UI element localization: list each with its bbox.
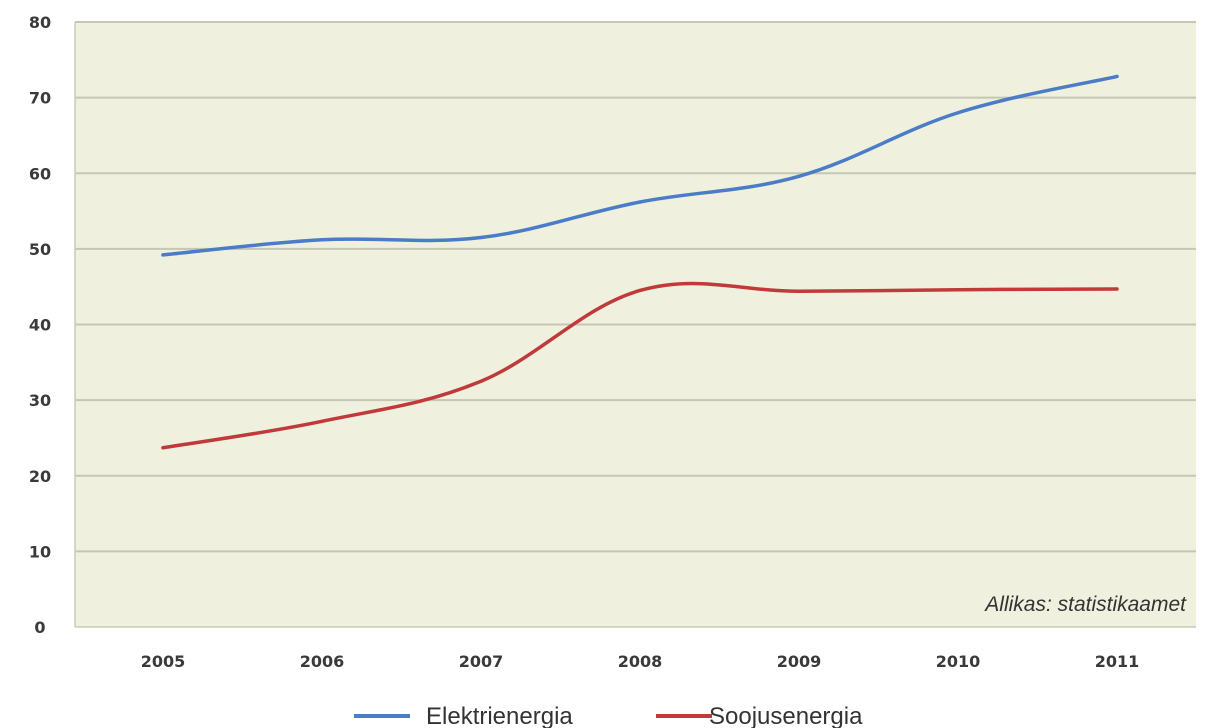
legend: Elektrienergia Soojusenergia <box>354 703 863 728</box>
y-axis-ticks: 0 10 20 30 40 50 60 70 80 <box>29 13 51 637</box>
x-tick-label: 2008 <box>618 652 663 671</box>
data-point <box>638 200 642 204</box>
x-tick-label: 2009 <box>777 652 822 671</box>
x-tick-label: 2007 <box>459 652 504 671</box>
x-tick-label: 2011 <box>1095 652 1140 671</box>
data-point <box>320 419 324 423</box>
y-tick-label: 70 <box>29 89 51 108</box>
series-lines <box>161 74 1119 450</box>
y-tick-label: 40 <box>29 316 51 335</box>
x-tick-label: 2010 <box>936 652 981 671</box>
x-tick-label: 2006 <box>300 652 345 671</box>
data-point <box>956 111 960 115</box>
x-tick-label: 2005 <box>141 652 186 671</box>
legend-label: Elektrienergia <box>426 703 573 728</box>
data-point <box>479 379 483 383</box>
data-point <box>797 289 801 293</box>
data-point <box>320 238 324 242</box>
y-tick-label: 30 <box>29 391 51 410</box>
data-point <box>479 235 483 240</box>
data-point <box>956 288 960 292</box>
data-point <box>1115 74 1119 79</box>
source-annotation: Allikas: statistikaamet <box>983 593 1187 616</box>
legend-label: Soojusenergia <box>709 703 863 728</box>
y-tick-label: 10 <box>29 542 51 561</box>
data-point <box>161 446 165 450</box>
x-axis-ticks: 2005 2006 2007 2008 2009 2010 2011 <box>141 652 1140 671</box>
y-tick-label: 0 <box>34 618 45 637</box>
data-point <box>638 288 642 293</box>
y-tick-label: 60 <box>29 164 51 183</box>
y-tick-label: 20 <box>29 467 51 486</box>
data-point <box>797 174 801 178</box>
data-point <box>161 253 165 257</box>
y-tick-label: 80 <box>29 13 51 32</box>
data-point <box>1115 287 1119 291</box>
y-tick-label: 50 <box>29 240 51 259</box>
